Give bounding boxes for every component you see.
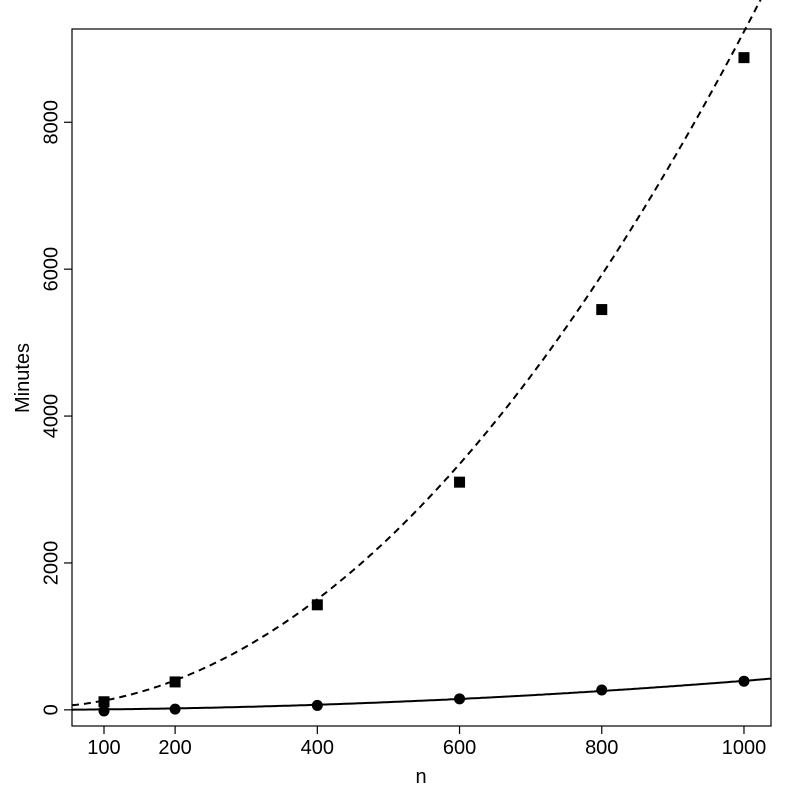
series-1-point <box>738 52 750 64</box>
series-1-point <box>169 676 181 688</box>
series-2-point <box>596 684 608 696</box>
x-tick-label: 100 <box>87 737 120 759</box>
y-axis: 0 2000 4000 6000 8000 <box>40 100 72 715</box>
series-1-point <box>311 599 323 611</box>
series-2-fit-line <box>71 677 772 711</box>
data-markers <box>98 52 750 717</box>
x-tick-label: 600 <box>443 737 476 759</box>
x-tick-label: 200 <box>158 737 191 759</box>
y-tick-label: 2000 <box>40 541 62 586</box>
y-axis-title: Minutes <box>12 343 34 413</box>
series-2-point <box>454 693 466 705</box>
plot-frame <box>71 28 772 727</box>
series-1-point <box>596 304 608 316</box>
fit-lines <box>71 0 772 711</box>
y-tick-label: 0 <box>40 704 62 715</box>
y-tick-label: 4000 <box>40 394 62 439</box>
x-axis: 100 200 400 600 800 1000 <box>87 726 766 759</box>
series-1-point <box>454 476 466 488</box>
series-2-point <box>169 703 181 715</box>
series-2-point <box>738 675 750 687</box>
x-tick-label: 800 <box>585 737 618 759</box>
series-1-fit-line <box>71 0 762 707</box>
series-2-point <box>98 705 110 717</box>
x-tick-label: 1000 <box>722 737 767 759</box>
series-2-point <box>311 699 323 711</box>
y-tick-label: 8000 <box>40 100 62 145</box>
series-1-point <box>98 696 110 708</box>
x-tick-label: 400 <box>301 737 334 759</box>
x-axis-title: n <box>415 766 426 788</box>
y-tick-label: 6000 <box>40 247 62 292</box>
